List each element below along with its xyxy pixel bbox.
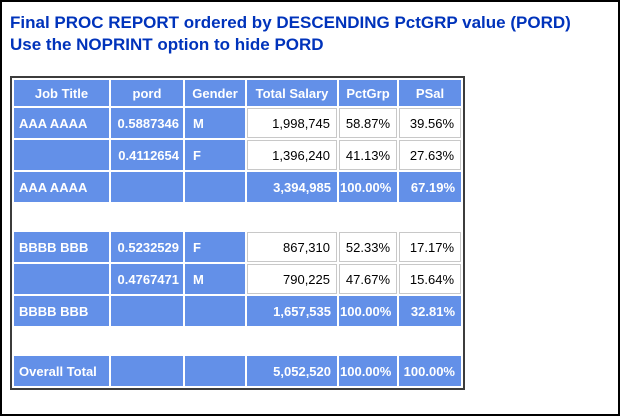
- table-cell: 790,225: [247, 264, 337, 294]
- report-page: Final PROC REPORT ordered by DESCENDING …: [2, 2, 618, 390]
- table-cell: 1,998,745: [247, 108, 337, 138]
- page-title-line2: Use the NOPRINT option to hide PORD: [10, 35, 324, 54]
- table-cell: [111, 356, 183, 386]
- table-cell: 17.17%: [399, 232, 461, 262]
- table-cell: 5,052,520: [247, 356, 337, 386]
- table-cell: 100.00%: [339, 356, 397, 386]
- table-cell: 1,657,535: [247, 296, 337, 326]
- table-cell: 0.5887346: [111, 108, 183, 138]
- separator-cell: [14, 328, 461, 354]
- table-cell: AAA AAAA: [14, 172, 109, 202]
- table-row-detail: 0.4767471 M 790,225 47.67% 15.64%: [14, 264, 461, 294]
- table-cell: 0.4112654: [111, 140, 183, 170]
- table-cell: 32.81%: [399, 296, 461, 326]
- table-row-blank: [14, 204, 461, 230]
- report-titles: Final PROC REPORT ordered by DESCENDING …: [10, 12, 610, 56]
- table-row-summary: Overall Total 5,052,520 100.00% 100.00%: [14, 356, 461, 386]
- separator-cell: [14, 204, 461, 230]
- table-cell: [14, 264, 109, 294]
- table-cell: 3,394,985: [247, 172, 337, 202]
- column-header-psal: PSal: [399, 80, 461, 106]
- table-cell: 39.56%: [399, 108, 461, 138]
- table-cell: 0.5232529: [111, 232, 183, 262]
- column-header-gender: Gender: [185, 80, 245, 106]
- table-cell: 27.63%: [399, 140, 461, 170]
- table-cell: [14, 140, 109, 170]
- table-row-summary: AAA AAAA 3,394,985 100.00% 67.19%: [14, 172, 461, 202]
- table-cell: 47.67%: [339, 264, 397, 294]
- column-header-job-title: Job Title: [14, 80, 109, 106]
- table-row-blank: [14, 328, 461, 354]
- table-cell: 58.87%: [339, 108, 397, 138]
- table-cell: M: [185, 108, 245, 138]
- table-cell: F: [185, 140, 245, 170]
- table-cell: 1,396,240: [247, 140, 337, 170]
- page-title-line1: Final PROC REPORT ordered by DESCENDING …: [10, 13, 571, 32]
- table-cell: [111, 296, 183, 326]
- report-table-body: AAA AAAA 0.5887346 M 1,998,745 58.87% 39.56% 0…: [14, 108, 461, 386]
- table-cell: [185, 172, 245, 202]
- table-cell: 100.00%: [399, 356, 461, 386]
- table-cell: BBBB BBB: [14, 296, 109, 326]
- proc-report-table: Job Title pord Gender Total Salary PctGr…: [10, 76, 465, 390]
- column-header-pord: pord: [111, 80, 183, 106]
- table-cell: AAA AAAA: [14, 108, 109, 138]
- table-cell: 67.19%: [399, 172, 461, 202]
- table-cell: BBBB BBB: [14, 232, 109, 262]
- table-cell: [185, 296, 245, 326]
- column-header-pctgrp: PctGrp: [339, 80, 397, 106]
- table-cell: 0.4767471: [111, 264, 183, 294]
- table-cell: [185, 356, 245, 386]
- table-cell: 100.00%: [339, 296, 397, 326]
- table-cell: 100.00%: [339, 172, 397, 202]
- table-row-detail: AAA AAAA 0.5887346 M 1,998,745 58.87% 39.56%: [14, 108, 461, 138]
- header-row: Job Title pord Gender Total Salary PctGr…: [14, 80, 461, 106]
- table-cell: 41.13%: [339, 140, 397, 170]
- table-cell: [111, 172, 183, 202]
- table-cell: M: [185, 264, 245, 294]
- table-row-detail: 0.4112654 F 1,396,240 41.13% 27.63%: [14, 140, 461, 170]
- table-cell: Overall Total: [14, 356, 109, 386]
- table-cell: F: [185, 232, 245, 262]
- column-header-total-salary: Total Salary: [247, 80, 337, 106]
- table-cell: 52.33%: [339, 232, 397, 262]
- table-cell: 867,310: [247, 232, 337, 262]
- table-cell: 15.64%: [399, 264, 461, 294]
- table-row-summary: BBBB BBB 1,657,535 100.00% 32.81%: [14, 296, 461, 326]
- table-row-detail: BBBB BBB 0.5232529 F 867,310 52.33% 17.17%: [14, 232, 461, 262]
